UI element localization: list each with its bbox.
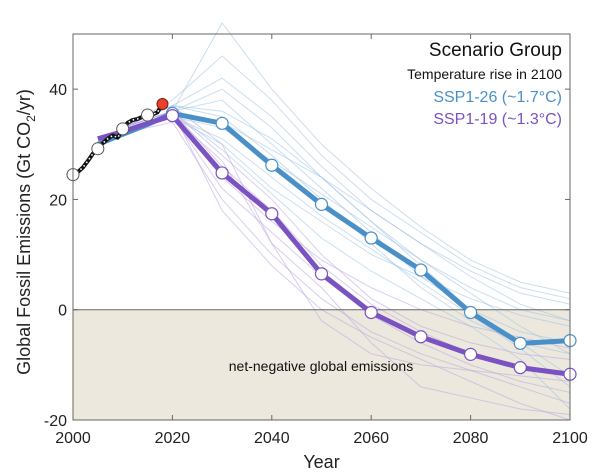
historical-series (66, 98, 169, 182)
plot-frame (72, 33, 571, 421)
y-tick-label: 0 (58, 303, 67, 320)
marker-ssp1-26 (265, 158, 279, 172)
background-scenario-line (122, 116, 571, 322)
marker-ssp1-26 (314, 197, 329, 211)
net-negative-annotation: net-negative global emissions (229, 358, 413, 374)
marker-ssp1-26 (364, 231, 378, 245)
background-scenario-line (122, 116, 571, 415)
x-tick-label: 2040 (254, 430, 290, 447)
y-tick-label: -20 (44, 413, 67, 430)
marker-ssp1-26 (215, 116, 229, 130)
x-tick-label: 2020 (155, 430, 191, 447)
background-scenario-line (122, 55, 571, 300)
marker-ssp1-19 (513, 361, 527, 375)
background-scenario-line (122, 110, 571, 421)
y-tick-label: 20 (49, 192, 67, 209)
marker-ssp1-19 (215, 166, 229, 180)
series-lines (96, 110, 571, 377)
x-tick-label: 2060 (353, 430, 389, 447)
y-axis-title-subscript: 2 (24, 115, 38, 122)
y-tick-labels: -20 0 20 40 (44, 82, 67, 430)
series-line-ssp1-19 (97, 113, 571, 377)
marker-ssp1-26 (513, 336, 527, 350)
legend-entry-ssp1-26: SSP1-26 (~1.7°C) (433, 89, 562, 106)
legend-entry-ssp1-19: SSP1-19 (~1.3°C) (433, 111, 562, 128)
x-tick-label: 2000 (55, 430, 91, 447)
x-tick-labels: 2000 2020 2040 2060 2080 2100 (55, 430, 588, 447)
x-tick-label: 2080 (453, 430, 489, 447)
background-scenario-line (122, 110, 571, 410)
historical-latest-marker (156, 98, 169, 111)
series-markers (165, 106, 577, 381)
background-scenario-line (122, 105, 571, 382)
marker-ssp1-26 (464, 305, 478, 320)
marker-ssp1-26 (414, 263, 428, 277)
marker-ssp1-19 (265, 207, 279, 221)
marker-ssp1-19 (314, 267, 329, 281)
background-scenario-line (122, 77, 571, 305)
historical-marker (91, 142, 105, 156)
background-scenario-line (122, 110, 571, 360)
legend-subtitle: Temperature rise in 2100 (407, 66, 562, 82)
historical-marker (116, 122, 130, 136)
marker-ssp1-19 (165, 109, 179, 123)
x-tick-label: 2100 (552, 430, 588, 447)
historical-marker (141, 108, 155, 122)
y-axis-title: Global Fossil Emissions (Gt CO2/yr) (14, 89, 38, 375)
legend: Scenario Group Temperature rise in 2100 … (407, 40, 562, 128)
axis-ticks (72, 34, 571, 421)
x-axis-title: Year (303, 452, 339, 472)
marker-ssp1-19 (414, 330, 428, 344)
marker-ssp1-19 (364, 305, 378, 320)
y-axis-title-main: Global Fossil Emissions (Gt CO (14, 122, 34, 375)
y-tick-label: 40 (49, 82, 67, 99)
marker-ssp1-19 (464, 347, 478, 361)
series-line-ssp1-26 (96, 110, 571, 346)
background-scenario-line (122, 22, 571, 294)
legend-title: Scenario Group (429, 40, 562, 61)
y-axis-title-end: /yr) (14, 89, 34, 115)
